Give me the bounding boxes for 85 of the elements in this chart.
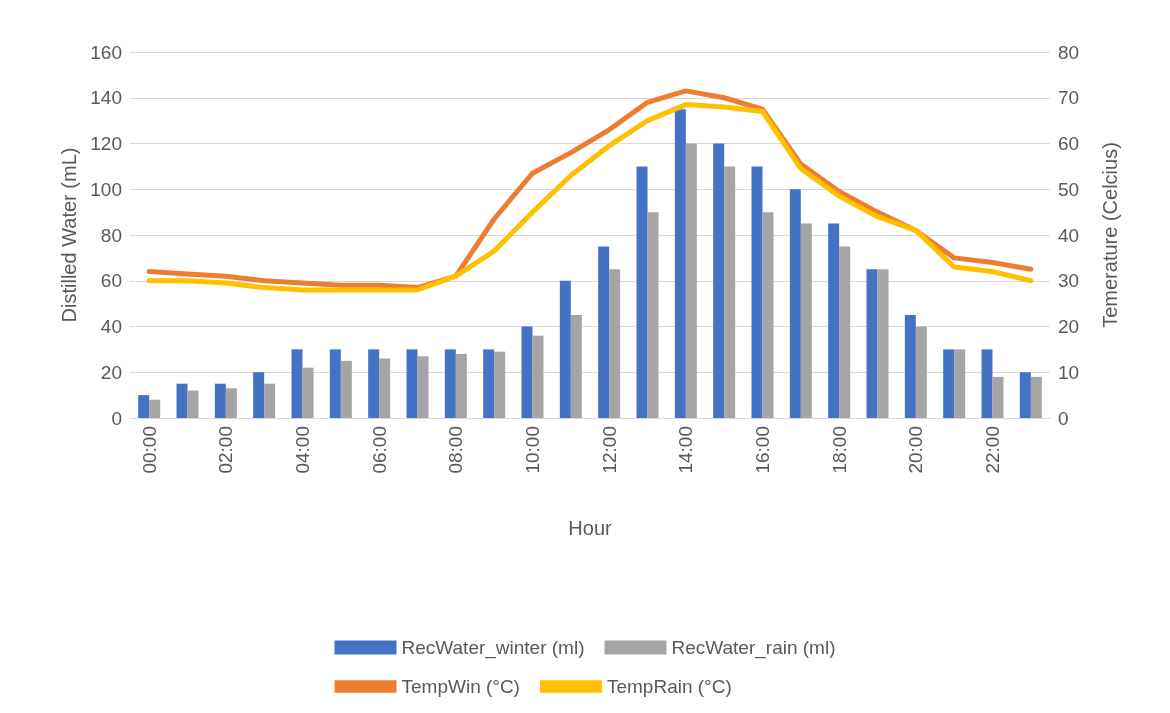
y2-tick-label: 50	[1058, 178, 1080, 200]
bar	[828, 223, 840, 418]
legend-label: TempRain (°C)	[606, 676, 732, 697]
bar	[866, 269, 878, 418]
bar	[187, 390, 199, 418]
bar	[762, 212, 774, 418]
bar	[379, 358, 391, 418]
bar	[406, 349, 418, 418]
bar	[1019, 372, 1031, 418]
y2-tick-label: 40	[1058, 224, 1080, 246]
y2-tick-label: 30	[1058, 270, 1080, 292]
y-tick-label: 140	[90, 87, 122, 109]
y-tick-label: 120	[90, 133, 122, 154]
bar	[598, 246, 610, 418]
x-tick-label: 04:00	[292, 426, 313, 474]
bar	[685, 143, 697, 418]
y-tick-label: 60	[100, 270, 122, 292]
bar	[138, 395, 150, 418]
bar	[839, 246, 851, 418]
y-tick-label: 100	[90, 178, 122, 200]
bar	[225, 388, 237, 418]
bar	[444, 349, 456, 418]
x-tick-label: 14:00	[675, 426, 697, 474]
bar	[954, 349, 966, 418]
bar	[609, 269, 621, 418]
bar	[877, 269, 889, 418]
x-tick-label: 20:00	[905, 426, 927, 474]
bar	[149, 399, 161, 418]
bar	[800, 223, 812, 418]
bar	[494, 351, 506, 418]
legend-label: TempWin (°C)	[401, 676, 520, 697]
y2-tick-label: 0	[1058, 407, 1069, 429]
x-tick-label: 06:00	[368, 426, 390, 474]
x-tick-label: 16:00	[752, 426, 773, 474]
y2-axis-title: Temerature (Celcius)	[1099, 142, 1121, 328]
y2-tick-label: 70	[1058, 87, 1080, 109]
bar	[904, 315, 916, 418]
x-tick-label: 18:00	[828, 426, 850, 474]
y-axis-title: Distilled Water (mL)	[58, 147, 81, 323]
y-tick-label: 0	[111, 407, 122, 429]
bar	[943, 349, 955, 418]
bar	[455, 353, 467, 418]
bar	[253, 372, 265, 418]
bar	[264, 383, 276, 418]
bar	[789, 189, 801, 418]
y-tick-label: 20	[100, 361, 122, 383]
bar	[291, 349, 303, 418]
bar	[302, 367, 314, 418]
bar	[521, 326, 533, 418]
bar	[751, 166, 763, 418]
bar	[981, 349, 993, 418]
bar	[636, 166, 648, 418]
x-tick-label: 22:00	[982, 426, 1003, 474]
y-tick-label: 80	[100, 224, 122, 246]
bar	[1030, 376, 1042, 418]
bar	[570, 315, 582, 418]
bar	[214, 383, 226, 418]
bar	[647, 212, 659, 418]
x-tick-label: 12:00	[598, 426, 620, 474]
bar	[713, 143, 725, 418]
bar	[532, 335, 544, 418]
bar	[417, 356, 429, 418]
x-tick-label: 10:00	[522, 426, 543, 474]
y2-tick-label: 80	[1058, 41, 1080, 63]
x-tick-label: 08:00	[445, 426, 467, 474]
y-tick-label: 40	[100, 316, 122, 337]
x-tick-label: 00:00	[138, 426, 160, 474]
bar	[992, 376, 1004, 418]
x-axis-title: Hour	[568, 517, 613, 539]
bar	[483, 349, 495, 418]
bar	[674, 109, 686, 418]
bar	[724, 166, 736, 418]
y-tick-label: 160	[90, 41, 122, 63]
y2-tick-label: 20	[1058, 316, 1080, 337]
bar	[368, 349, 380, 418]
bar	[559, 280, 571, 418]
bar	[915, 326, 927, 418]
bar	[329, 349, 341, 418]
bar	[340, 360, 352, 418]
bar	[176, 383, 188, 418]
legend-label: RecWater_rain (ml)	[671, 637, 836, 659]
legend-label: RecWater_winter (ml)	[401, 637, 585, 659]
x-tick-label: 02:00	[215, 426, 237, 474]
y2-tick-label: 10	[1058, 361, 1080, 383]
y2-tick-label: 60	[1058, 133, 1080, 154]
